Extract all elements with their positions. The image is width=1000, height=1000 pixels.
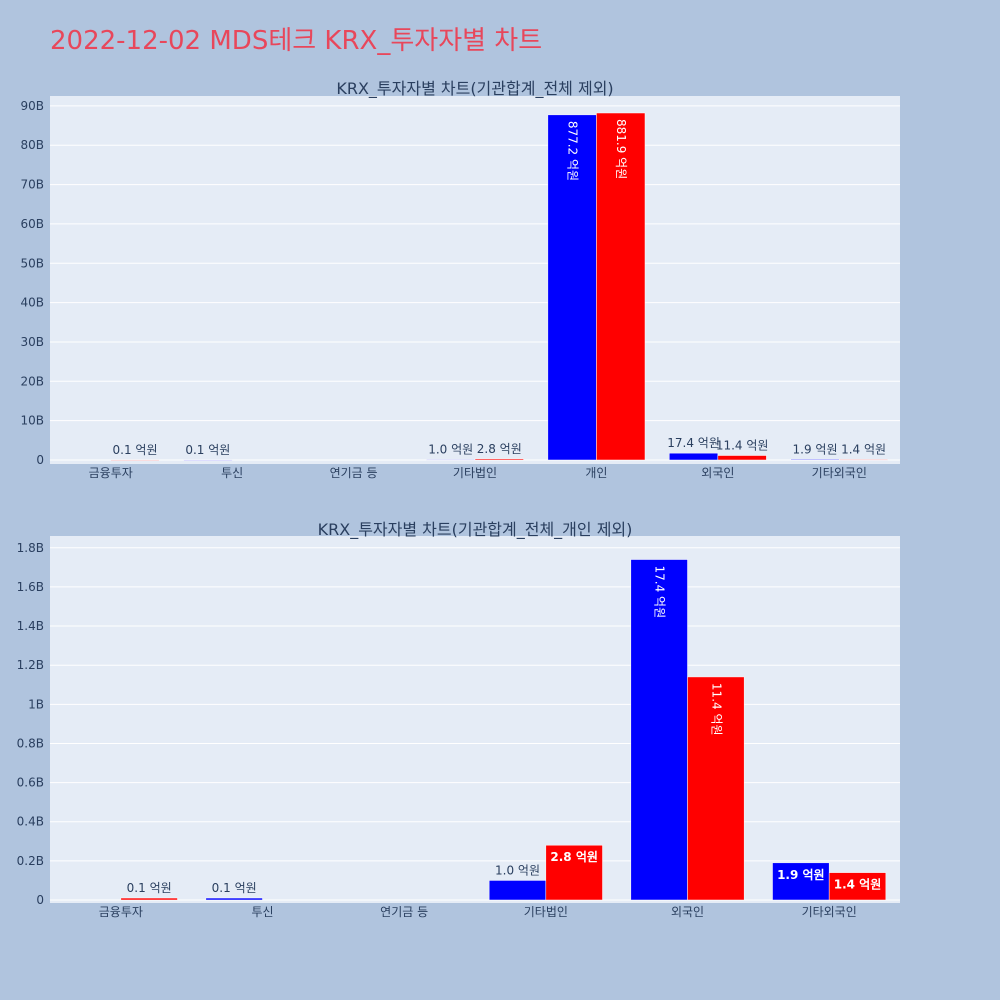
x-tick-label: 금융투자 bbox=[89, 466, 133, 480]
bar bbox=[717, 455, 767, 461]
bar bbox=[205, 897, 263, 901]
y-tick-label: 1.8B bbox=[17, 541, 44, 555]
y-tick-label: 0 bbox=[36, 453, 44, 467]
y-tick-label: 0.6B bbox=[17, 776, 44, 790]
x-tick-label: 기타외국인 bbox=[812, 466, 867, 480]
bar-label: 0.1 억원 bbox=[185, 443, 230, 457]
y-tick-label: 70B bbox=[20, 178, 44, 192]
y-tick-label: 30B bbox=[20, 335, 44, 349]
y-tick-label: 1.6B bbox=[17, 580, 44, 594]
bar-label: 2.8 억원 bbox=[477, 442, 522, 456]
bar bbox=[488, 880, 547, 901]
bar bbox=[426, 459, 476, 461]
bar bbox=[828, 872, 887, 901]
plot-area bbox=[50, 536, 900, 903]
y-tick-label: 0 bbox=[36, 893, 44, 907]
y-tick-label: 50B bbox=[20, 256, 44, 270]
bar-label: 0.1 억원 bbox=[127, 881, 172, 895]
bar-label: 2.8 억원 bbox=[550, 850, 598, 864]
bar-label: 1.0 억원 bbox=[428, 443, 473, 457]
chart-2: 0 0.2B 0.4B 0.6B 0.8B 1B 1.2B 1.4B 1.6B 1.8B KRX_투… bbox=[17, 520, 900, 919]
bar bbox=[839, 459, 889, 461]
bar-label: 0.1 억원 bbox=[113, 443, 158, 457]
x-tick-label: 개인 bbox=[585, 466, 607, 480]
chart-1: 0 10B 20B 30B 40B 50B 60B 70B 80B 90B KRX_투자자별 차트(… bbox=[20, 79, 900, 480]
y-tick-label: 0.8B bbox=[17, 736, 44, 750]
x-tick-label: 기타법인 bbox=[524, 905, 568, 919]
x-tick-label: 외국인 bbox=[671, 905, 704, 919]
x-tick-label: 투신 bbox=[251, 905, 273, 919]
bar-label: 1.9 억원 bbox=[793, 442, 838, 456]
bar bbox=[547, 114, 597, 461]
bar bbox=[790, 459, 840, 461]
x-tick-label: 연기금 등 bbox=[330, 466, 378, 480]
bar bbox=[687, 676, 745, 901]
y-tick-label: 1.2B bbox=[17, 658, 44, 672]
bar-label: 17.4 억원 bbox=[653, 566, 667, 619]
page-title: 2022-12-02 MDS테크 KRX_투자자별 차트 bbox=[50, 26, 543, 56]
y-tick-label: 10B bbox=[20, 414, 44, 428]
plot-area bbox=[50, 96, 900, 464]
bar-label: 1.4 억원 bbox=[834, 878, 882, 892]
y-tick-label: 90B bbox=[20, 99, 44, 113]
bar bbox=[772, 862, 830, 901]
bar bbox=[630, 559, 688, 901]
y-tick-label: 0.2B bbox=[17, 854, 44, 868]
y-tick-label: 20B bbox=[20, 374, 44, 388]
bar bbox=[110, 459, 160, 461]
x-tick-label: 투신 bbox=[221, 466, 243, 480]
x-tick-label: 기타외국인 bbox=[802, 905, 857, 919]
bar bbox=[120, 897, 178, 901]
bar-label: 877.2 억원 bbox=[566, 121, 580, 181]
bar bbox=[183, 459, 233, 461]
bar bbox=[545, 844, 603, 901]
x-tick-label: 기타법인 bbox=[453, 466, 497, 480]
x-tick-label: 외국인 bbox=[701, 466, 734, 480]
bar-label: 881.9 억원 bbox=[614, 119, 628, 179]
bar-label: 17.4 억원 bbox=[667, 436, 720, 450]
y-tick-label: 40B bbox=[20, 296, 44, 310]
bar-label: 11.4 억원 bbox=[716, 439, 769, 453]
chart-title: KRX_투자자별 차트(기관합계_전체_개인 제외) bbox=[318, 520, 633, 540]
bar bbox=[596, 112, 646, 461]
x-tick-label: 연기금 등 bbox=[380, 905, 428, 919]
y-tick-label: 60B bbox=[20, 217, 44, 231]
bar-label: 1.4 억원 bbox=[841, 442, 886, 456]
y-tick-label: 1.4B bbox=[17, 619, 44, 633]
bar-label: 0.1 억원 bbox=[212, 881, 257, 895]
y-tick-label: 1B bbox=[28, 697, 44, 711]
bar-label: 1.9 억원 bbox=[777, 868, 825, 882]
y-tick-label: 0.4B bbox=[17, 815, 44, 829]
bar bbox=[474, 458, 524, 461]
x-tick-label: 금융투자 bbox=[99, 905, 143, 919]
bar-label: 1.0 억원 bbox=[495, 863, 540, 877]
chart-title: KRX_투자자별 차트(기관합계_전체 제외) bbox=[336, 79, 613, 99]
y-tick-label: 80B bbox=[20, 138, 44, 152]
bar-label: 11.4 억원 bbox=[709, 683, 723, 736]
bar bbox=[669, 452, 719, 461]
